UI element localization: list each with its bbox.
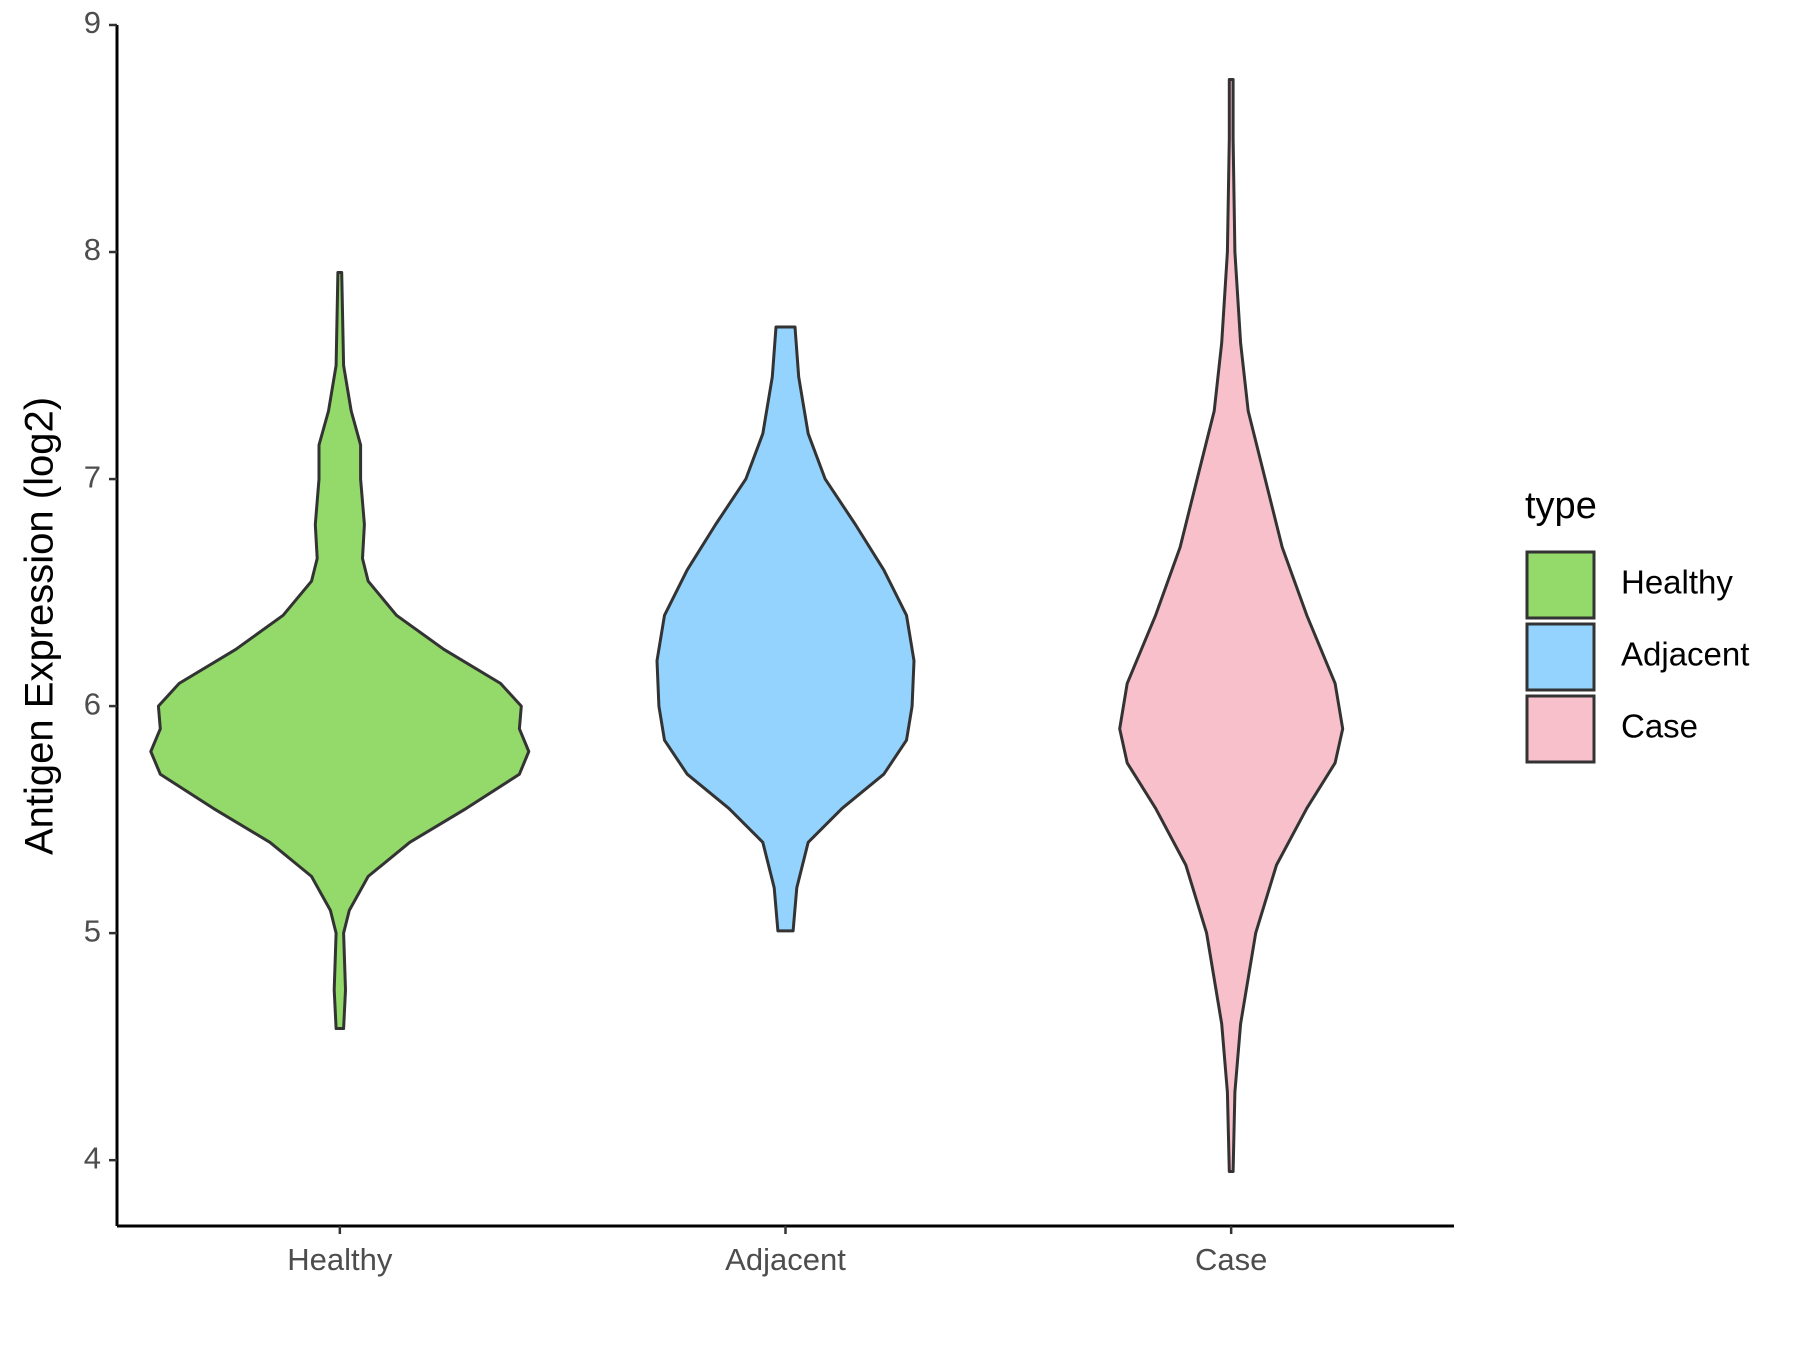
violin — [149, 271, 531, 1030]
legend-key — [1525, 622, 1596, 692]
violin — [1118, 78, 1345, 1173]
x-tick-label: Adjacent — [725, 1242, 846, 1277]
legend-key — [1525, 694, 1596, 764]
y-tick-label: 6 — [84, 686, 101, 721]
y-tick-label: 5 — [84, 913, 101, 948]
legend-label: Case — [1621, 708, 1698, 745]
violin — [655, 325, 916, 933]
x-tick-label: Healthy — [287, 1242, 393, 1277]
y-tick-label: 8 — [84, 232, 101, 267]
legend-title: type — [1525, 485, 1597, 527]
legend-label: Healthy — [1621, 564, 1733, 601]
y-tick-label: 9 — [84, 5, 101, 40]
y-axis-title: Antigen Expression (log2) — [18, 397, 62, 855]
legend-label: Adjacent — [1621, 636, 1749, 673]
y-tick-label: 7 — [84, 459, 101, 494]
legend-key — [1525, 550, 1596, 620]
y-tick-label: 4 — [84, 1140, 101, 1175]
x-tick-label: Case — [1195, 1242, 1267, 1277]
